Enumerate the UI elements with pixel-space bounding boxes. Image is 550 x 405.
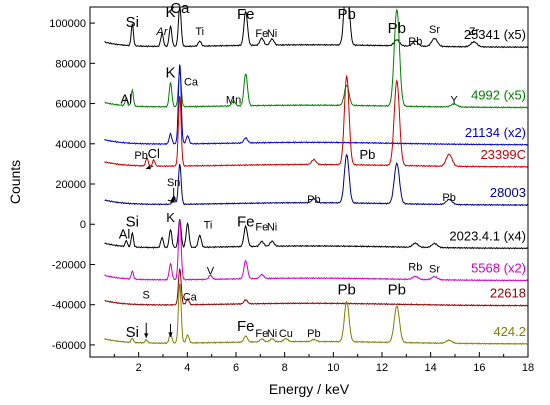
element-label: K (166, 4, 176, 21)
arrow-head (144, 333, 149, 338)
element-label: Pb (338, 6, 356, 23)
element-label: Pb (388, 282, 406, 299)
x-tick-label: 8 (282, 362, 288, 374)
y-tick-label: 100000 (49, 18, 86, 30)
y-tick-label: 60000 (55, 99, 86, 111)
y-tick-label: -40000 (52, 300, 86, 312)
x-axis-label: Energy / keV (269, 381, 350, 397)
arrow-head (171, 197, 176, 203)
element-label: Fe (255, 28, 268, 40)
element-label: Cu (279, 328, 293, 340)
x-tick-label: 18 (522, 362, 534, 374)
y-axis-label: Counts (7, 160, 23, 204)
x-tick-label: 4 (184, 362, 190, 374)
element-label: Al (120, 92, 132, 107)
element-label: Fe (237, 213, 255, 230)
element-label: K (166, 210, 175, 225)
y-axis-ticks: -60000 -40000 -20000 0 20000 40000 60000 80000 1… (49, 18, 95, 352)
y-tick-label: 40000 (55, 139, 86, 151)
element-label: Pb (307, 194, 320, 206)
element-label: Ca (170, 0, 190, 17)
arrow-head (145, 165, 151, 170)
y-tick-label: -60000 (52, 340, 86, 352)
element-label: Ti (204, 219, 213, 231)
element-label: Si (126, 213, 139, 230)
element-label: Ar (156, 26, 169, 38)
element-label: Mn (226, 95, 241, 107)
arrow-head (170, 198, 176, 204)
element-label: Sn (167, 177, 180, 189)
series-label: 25341 (x5) (464, 27, 526, 42)
series-label: 28003 (490, 185, 526, 200)
element-label: Y (450, 95, 458, 107)
element-label: Ca (183, 292, 198, 304)
spectrum-line (104, 267, 529, 307)
element-label: Ca (184, 76, 199, 88)
element-label: Cl (148, 146, 160, 161)
y-tick-label: -20000 (52, 259, 86, 271)
element-label: K (166, 64, 176, 81)
spectrum-line (104, 64, 529, 147)
element-label: Sr (429, 264, 440, 276)
element-label: Pb (307, 328, 320, 340)
element-label: Ni (267, 328, 277, 340)
element-label: Zr (469, 26, 480, 38)
element-label: Ni (267, 28, 277, 40)
element-label: V (207, 266, 215, 278)
series-label: 22618 (490, 286, 526, 301)
x-tick-label: 2 (136, 362, 142, 374)
element-label: Pb (338, 282, 356, 299)
spectrum-line (104, 283, 529, 346)
spectrum-line (104, 219, 529, 250)
y-tick-label: 0 (80, 219, 86, 231)
element-label: Si (126, 324, 139, 341)
element-label: S (143, 290, 150, 302)
element-label: Rb (408, 36, 422, 48)
spectrum-line (104, 219, 529, 282)
series-label: 4992 (x5) (471, 88, 526, 103)
annotation-arrows (144, 165, 176, 338)
element-label: Pb (134, 150, 147, 162)
element-label: Fe (237, 6, 255, 23)
spectra-lines (104, 5, 529, 346)
x-tick-label: 10 (327, 362, 339, 374)
series-label: 2023.4.1 (x4) (449, 228, 526, 243)
spectrum-line (104, 153, 529, 207)
element-label: Rb (408, 262, 422, 274)
x-tick-label: 14 (425, 362, 437, 374)
element-label: Fe (255, 221, 268, 233)
series-labels: 25341 (x5) 4992 (x5) 21134 (x2) 23399C 28003… (449, 27, 526, 339)
x-tick-label: 12 (376, 362, 388, 374)
element-label: Ti (195, 26, 204, 38)
series-label: 21134 (x2) (465, 125, 526, 140)
spectrum-line (104, 5, 529, 49)
element-label: Pb (359, 147, 375, 162)
element-label: Pb (388, 20, 406, 37)
element-label: Fe (255, 328, 268, 340)
element-label: Sr (429, 24, 440, 36)
x-axis-ticks: 2 4 6 8 10 12 14 16 18 (113, 352, 534, 374)
y-tick-label: 80000 (55, 58, 86, 70)
y-tick-label: 20000 (55, 179, 86, 191)
element-label: Fe (237, 318, 255, 335)
element-label: Pb (442, 192, 455, 204)
series-label: 424.2 (493, 324, 526, 339)
arrow-head (168, 332, 173, 337)
series-label: 23399C (480, 147, 526, 162)
series-label: 5568 (x2) (471, 261, 526, 276)
element-label: Ni (267, 221, 277, 233)
spectrum-line (104, 74, 529, 169)
x-tick-label: 16 (473, 362, 485, 374)
spectrum-line (104, 8, 529, 109)
element-label: Si (126, 14, 139, 31)
x-tick-label: 6 (233, 362, 239, 374)
element-label: Al (119, 226, 131, 241)
